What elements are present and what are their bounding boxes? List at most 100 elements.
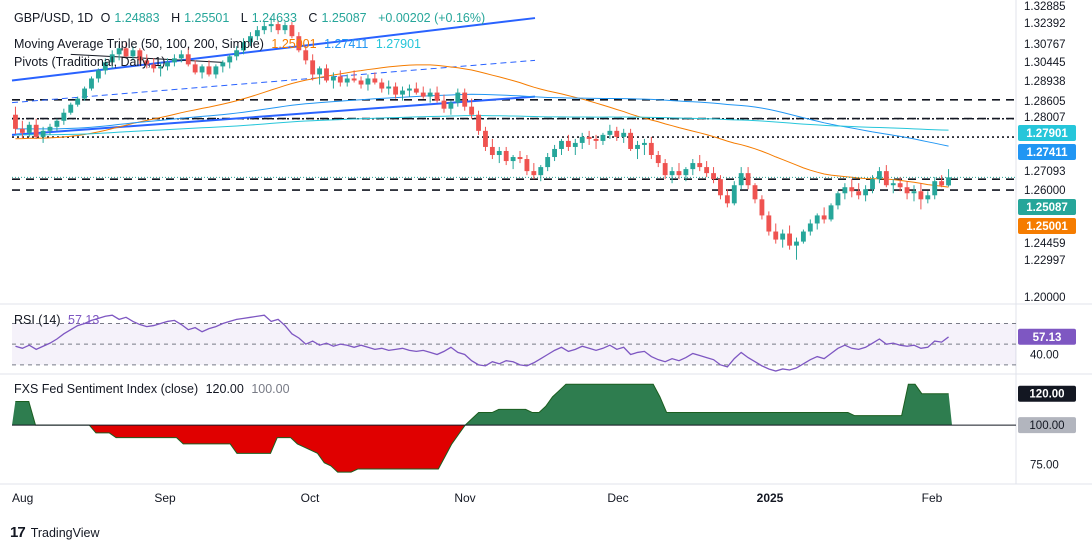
lower-trend-line [11, 95, 536, 136]
candle-body [545, 157, 551, 168]
candle-body [800, 231, 806, 242]
price-tick-label: 1.28605 [1024, 96, 1066, 108]
price-tag-bg [1018, 218, 1076, 234]
candle-body [296, 36, 302, 51]
candle-body [441, 100, 447, 109]
price-tick-label: 1.28938 [1024, 76, 1066, 88]
candle-body [413, 88, 419, 93]
candle-body [911, 191, 917, 194]
sentiment-label: FXS Fed Sentiment Index (close) [14, 382, 199, 396]
candle-body [538, 167, 544, 176]
candle-body [109, 54, 115, 63]
rsi-legend: RSI (14) 57.13 [14, 312, 103, 328]
ma200-line [15, 115, 949, 136]
sentiment-line [15, 383, 949, 473]
baseline-tag-label: 100.00 [1029, 420, 1064, 432]
candle-body [365, 78, 371, 85]
candle-body [13, 114, 18, 129]
candle-body [344, 78, 350, 83]
ma50-line [15, 64, 949, 188]
sentiment-legend: FXS Fed Sentiment Index (close) 120.00 1… [14, 381, 294, 397]
candle-body [358, 80, 364, 85]
candle-body [614, 130, 620, 137]
price-tag-label: 1.25001 [1026, 221, 1068, 233]
candle-body [351, 78, 357, 81]
upper-trend-line [11, 17, 536, 82]
candle-body [628, 132, 634, 149]
ma200-value: 1.27901 [375, 37, 422, 51]
candle-body [303, 50, 309, 61]
sentiment-negative-area [12, 425, 952, 473]
candle-body [220, 62, 226, 67]
close-value: C 1.25087 [308, 11, 367, 25]
candle-body [787, 233, 792, 246]
candle-body [946, 177, 951, 186]
candle-body [503, 150, 509, 162]
rsi-tick-label: 40.00 [1030, 350, 1059, 362]
candle-body [144, 60, 150, 65]
candle-body [918, 191, 924, 200]
candle-body [206, 66, 212, 75]
candle-body [752, 185, 758, 200]
time-tick-label: Sep [154, 491, 176, 505]
candle-body [593, 138, 599, 141]
candle-body [47, 126, 53, 131]
ma100-line [15, 93, 949, 147]
change-value: +0.00202 (+0.16%) [378, 11, 486, 25]
candle-body [213, 66, 219, 75]
candle-body [669, 171, 675, 176]
candle-body [89, 78, 94, 89]
rsi-label: RSI (14) [14, 313, 61, 327]
candle-body [330, 76, 336, 81]
price-tag-bg [1018, 144, 1076, 160]
tradingview-brand[interactable]: 17 TradingView [10, 524, 99, 541]
rsi-band [12, 323, 1016, 365]
channel-mid-line [11, 59, 536, 104]
candle-body [939, 181, 945, 186]
candle-body [676, 171, 682, 176]
high-value: H 1.25501 [171, 11, 230, 25]
candles [13, 18, 951, 260]
candle-body [766, 215, 772, 232]
price-tick-label: 1.24459 [1024, 238, 1066, 250]
candle-body [185, 54, 191, 65]
candle-body [932, 181, 938, 196]
brand-name: TradingView [30, 525, 100, 540]
candle-body [427, 92, 433, 97]
candle-body [877, 171, 882, 180]
pivots-label: Pivots (Traditional, Daily, 1) [14, 55, 166, 69]
candle-body [199, 66, 205, 73]
open-value: O 1.24883 [100, 11, 160, 25]
candle-body [759, 199, 765, 216]
candle-body [552, 148, 557, 158]
candle-body [393, 86, 399, 95]
candle-body [192, 64, 198, 73]
candle-body [607, 130, 613, 135]
time-tick-label: 2025 [757, 491, 784, 505]
candle-body [483, 130, 488, 147]
candle-body [814, 215, 820, 224]
price-tick-label: 1.27093 [1024, 166, 1066, 178]
candle-body [655, 155, 661, 164]
candle-body [600, 134, 606, 141]
candle-body [662, 163, 668, 176]
candle-body [648, 142, 654, 156]
candle-body [738, 173, 744, 186]
time-axis: Aug Sep Oct Nov Dec 2025 Feb [12, 491, 943, 505]
baseline-tag-bg [1018, 417, 1076, 434]
candle-body [517, 157, 523, 160]
trend-lines [11, 17, 536, 136]
candle-body [19, 128, 25, 133]
price-tick-label: 1.28007 [1024, 112, 1066, 124]
candle-body [579, 136, 585, 143]
rsi-line [15, 314, 949, 372]
candle-body [75, 98, 81, 105]
ma-label: Moving Average Triple (50, 100, 200, Sim… [14, 37, 264, 51]
price-tick-label: 1.32392 [1024, 18, 1066, 30]
pivots-legend: Pivots (Traditional, Daily, 1) [14, 54, 169, 70]
price-tag-label: 1.27411 [1027, 147, 1069, 159]
candle-body [254, 30, 260, 37]
candle-body [172, 58, 177, 63]
candle-body [476, 114, 481, 131]
